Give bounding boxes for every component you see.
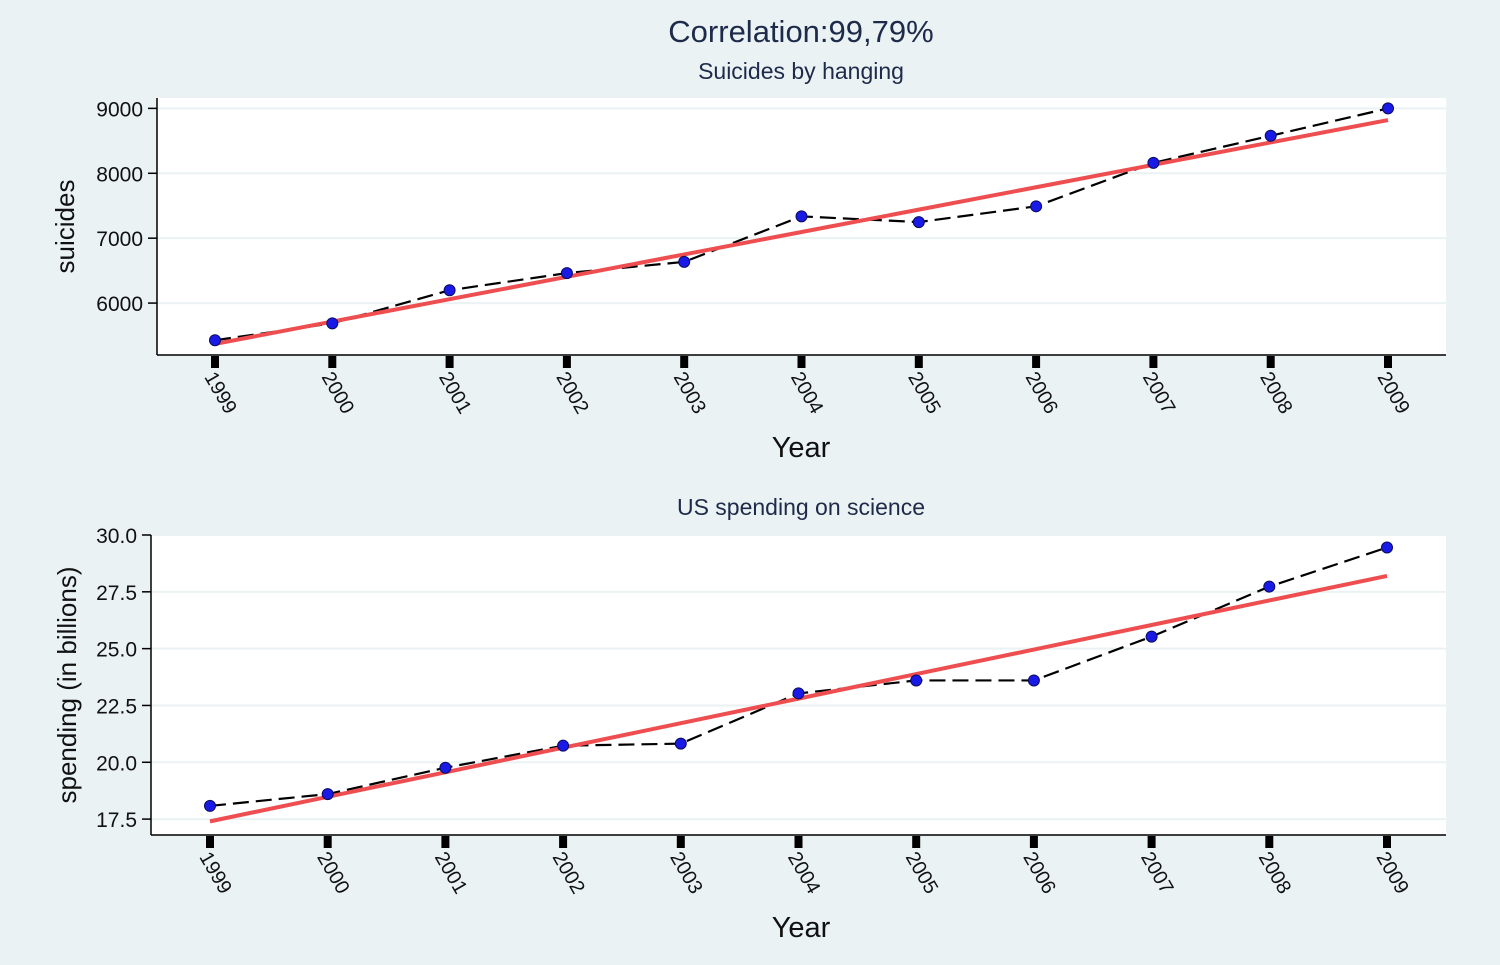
x-tick bbox=[211, 356, 219, 368]
panel-title: US spending on science bbox=[677, 494, 925, 520]
y-tick-label: 9000 bbox=[96, 98, 143, 121]
x-tick bbox=[1265, 836, 1274, 848]
fit-line bbox=[214, 118, 1389, 346]
x-tick-label: 1999 bbox=[200, 368, 241, 418]
data-point bbox=[443, 284, 456, 297]
y-tick-label: 8000 bbox=[96, 163, 143, 186]
x-tick-label: 2009 bbox=[1372, 848, 1413, 898]
x-tick bbox=[680, 356, 689, 368]
data-point bbox=[1030, 200, 1043, 213]
x-tick bbox=[1032, 356, 1041, 368]
y-tick-label: 6000 bbox=[96, 293, 143, 316]
x-tick-label: 2004 bbox=[783, 848, 824, 898]
y-tick-label: 30.0 bbox=[96, 525, 137, 548]
x-tick-label: 2003 bbox=[665, 848, 706, 898]
data-point bbox=[1381, 541, 1393, 554]
y-tick-label: 20.0 bbox=[96, 752, 137, 775]
x-tick-label: 2008 bbox=[1255, 368, 1296, 418]
data-point bbox=[1382, 102, 1394, 115]
x-tick-label: 2006 bbox=[1018, 848, 1059, 898]
x-axis-label: Year bbox=[772, 912, 831, 944]
data-point bbox=[557, 739, 570, 752]
x-tick bbox=[562, 356, 571, 368]
x-tick bbox=[323, 836, 332, 848]
x-tick-label: 2002 bbox=[551, 368, 592, 418]
y-tick-label: 25.0 bbox=[96, 639, 137, 662]
chart-panels: 6000 7000 8000 9000 1999 2000 2001 2002 2003 2004… bbox=[50, 58, 1446, 944]
x-tick bbox=[206, 836, 214, 848]
x-tick-label: 2001 bbox=[434, 368, 475, 418]
x-tick-label: 2003 bbox=[669, 368, 710, 418]
x-tick bbox=[441, 836, 450, 848]
x-tick-label: 2005 bbox=[901, 848, 942, 898]
y-axis-label: suicides bbox=[50, 180, 80, 274]
x-tick-label: 2005 bbox=[903, 368, 944, 418]
x-tick-label: 2002 bbox=[548, 848, 589, 898]
data-point bbox=[326, 317, 339, 330]
data-point bbox=[795, 210, 808, 223]
y-axis-label: spending (in billions) bbox=[52, 566, 82, 803]
x-tick bbox=[676, 836, 685, 848]
x-tick-label: 2000 bbox=[312, 848, 353, 898]
plot-area bbox=[151, 535, 1446, 835]
data-point bbox=[792, 687, 805, 700]
data-point bbox=[1264, 129, 1277, 142]
y-tick-label: 7000 bbox=[96, 228, 143, 251]
data-point bbox=[1027, 674, 1040, 687]
data-point bbox=[1147, 156, 1160, 169]
x-tick bbox=[912, 836, 921, 848]
x-tick bbox=[1383, 836, 1391, 848]
x-tick bbox=[797, 356, 806, 368]
x-tick-label: 2000 bbox=[317, 368, 358, 418]
x-tick-label: 1999 bbox=[195, 848, 236, 898]
y-tick-label: 17.5 bbox=[96, 809, 137, 832]
data-point bbox=[1145, 630, 1158, 643]
x-tick-label: 2007 bbox=[1136, 848, 1177, 898]
data-point bbox=[910, 674, 923, 687]
figure-title: Correlation:99,79% bbox=[668, 14, 933, 49]
chart-panel: 6000 7000 8000 9000 1999 2000 2001 2002 2003 2004… bbox=[50, 58, 1446, 464]
data-point bbox=[204, 799, 216, 812]
x-tick bbox=[914, 356, 923, 368]
x-tick-label: 2009 bbox=[1373, 368, 1414, 418]
x-tick bbox=[1149, 356, 1158, 368]
panel-title: Suicides by hanging bbox=[698, 58, 904, 84]
x-tick-label: 2001 bbox=[430, 848, 471, 898]
data-point bbox=[912, 216, 925, 229]
data-point bbox=[674, 737, 687, 750]
y-tick-label: 22.5 bbox=[96, 695, 137, 718]
data-point bbox=[678, 255, 691, 268]
x-tick bbox=[1266, 356, 1275, 368]
data-point bbox=[560, 267, 573, 280]
x-tick bbox=[1029, 836, 1038, 848]
data-point bbox=[439, 761, 452, 774]
x-axis-label: Year bbox=[772, 432, 831, 464]
data-point bbox=[321, 788, 334, 801]
data-point bbox=[209, 334, 221, 347]
x-tick bbox=[794, 836, 803, 848]
x-tick bbox=[445, 356, 454, 368]
x-tick bbox=[559, 836, 568, 848]
x-tick-label: 2007 bbox=[1138, 368, 1179, 418]
x-tick-label: 2004 bbox=[786, 368, 827, 418]
x-tick bbox=[1384, 356, 1392, 368]
x-tick-label: 2008 bbox=[1254, 848, 1295, 898]
x-tick bbox=[1147, 836, 1156, 848]
x-tick-label: 2006 bbox=[1021, 368, 1062, 418]
data-point bbox=[1263, 580, 1276, 593]
x-tick bbox=[328, 356, 337, 368]
chart-panel: 17.5 20.0 22.5 25.0 27.5 30.0 1999 2000 2001 2002… bbox=[52, 494, 1446, 944]
y-tick-label: 27.5 bbox=[96, 582, 137, 605]
